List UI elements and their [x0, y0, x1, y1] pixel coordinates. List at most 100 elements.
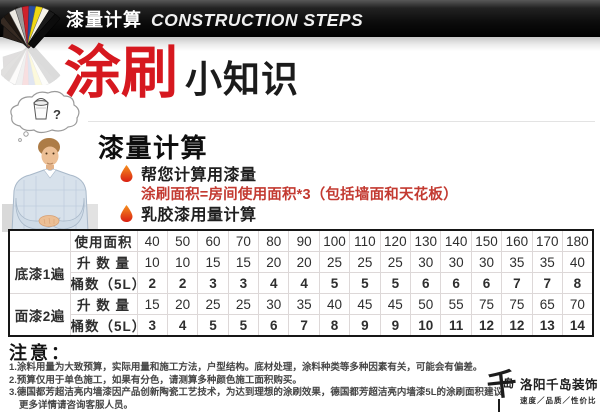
chair-left: [2, 204, 13, 232]
bullet-item-1: 帮您计算用漆量: [120, 161, 257, 185]
page-title-black: 小知识: [185, 59, 299, 100]
buckets-value-cell: 7: [288, 314, 320, 337]
buckets-value-cell: 5: [379, 272, 412, 294]
liters-value-cell: 25: [227, 293, 260, 315]
liters-value-cell: 70: [561, 293, 594, 315]
liters-label-cell: 升 数 量: [69, 293, 138, 315]
header-reflection-strip: [0, 37, 600, 51]
area-value-cell: 100: [318, 229, 351, 252]
area-header-cell: 使用面积: [69, 229, 138, 252]
area-value-cell: 40: [136, 229, 168, 252]
area-value-cell: 130: [410, 229, 442, 252]
page-title: 涂刷 小知识: [64, 41, 299, 105]
buckets-value-cell: 3: [197, 272, 229, 294]
buckets-value-cell: 2: [136, 272, 168, 294]
liters-label-cell: 升 数 量: [69, 251, 138, 273]
paint-formula-text: 涂刷面积=房间使用面积*3（包括墙面和天花板）: [141, 187, 458, 203]
liters-value-cell: 45: [349, 293, 381, 315]
liters-value-cell: 20: [258, 251, 290, 273]
buckets-value-cell: 6: [440, 272, 472, 294]
liters-value-cell: 10: [136, 251, 168, 273]
bullet-2-label: 乳胶漆用量计算: [141, 207, 257, 224]
droplet-icon: [120, 204, 133, 222]
area-value-cell: 50: [166, 229, 199, 252]
table-row: 底漆1遍升 数 量 10 10 15 15 20 20 25 25 25 30 30 30 35 35 40: [8, 251, 594, 294]
liters-value-cell: 25: [318, 251, 351, 273]
droplet-icon: [120, 164, 133, 182]
area-value-cell: 150: [470, 229, 503, 252]
buckets-value-cell: 6: [410, 272, 442, 294]
person-illustration: ?: [2, 90, 98, 232]
notes-heading: 注意：: [9, 343, 72, 363]
area-value-cell: 180: [561, 229, 594, 252]
liters-value-cell: 15: [227, 251, 260, 273]
paint-bucket-icon: [33, 98, 49, 120]
buckets-value-cell: 9: [349, 314, 381, 337]
liters-value-cell: 35: [501, 251, 533, 273]
company-watermark: 千 岛 洛阳千岛装饰 速度／品质／性价比: [485, 367, 598, 413]
header-title: 漆量计算 CONSTRUCTION STEPS: [66, 6, 363, 32]
area-value-cell: 80: [258, 229, 290, 252]
company-name: 洛阳千岛装饰: [519, 377, 598, 392]
table-row: 使用面积 40 50 60 70 80 90 100 110 120 130 140 150 160 170…: [8, 229, 594, 252]
page-title-red: 涂刷: [64, 41, 178, 105]
liters-value-cell: 35: [531, 251, 563, 273]
buckets-value-cell: 4: [166, 314, 199, 337]
buckets-value-cell: 4: [258, 272, 290, 294]
chair-right: [87, 204, 98, 232]
liters-value-cell: 30: [440, 251, 472, 273]
buckets-value-cell: 9: [379, 314, 412, 337]
table-corner-cell: [8, 229, 71, 252]
liters-value-cell: 75: [470, 293, 503, 315]
notes-list: 1.涂料用量为大致预算，实际用量和施工方法，户型结构。底材处理，涂料种类等多种因…: [9, 362, 503, 412]
liters-value-cell: 15: [136, 293, 168, 315]
liters-value-cell: 25: [197, 293, 229, 315]
person-figure: [11, 138, 89, 232]
buckets-value-cell: 5: [197, 314, 229, 337]
buckets-value-cell: 7: [501, 272, 533, 294]
group-label-cell: 面漆2遍: [8, 293, 71, 337]
seal-stroke: [498, 399, 500, 412]
buckets-label-cell: 桶数（5L）: [69, 314, 138, 337]
liters-value-cell: 35: [288, 293, 320, 315]
buckets-value-cell: 11: [440, 314, 472, 337]
table-row: 面漆2遍升 数 量 15 20 25 25 30 35 40 45 45 50 55 75 75 65 70: [8, 293, 594, 337]
paint-quantity-table: 使用面积 40 50 60 70 80 90 100 110 120 130 140 150 160 170…: [8, 229, 594, 337]
buckets-value-cell: 6: [258, 314, 290, 337]
buckets-value-cell: 7: [531, 272, 563, 294]
header-title-en: CONSTRUCTION STEPS: [151, 9, 364, 30]
area-value-cell: 120: [379, 229, 412, 252]
liters-value-cell: 75: [501, 293, 533, 315]
buckets-value-cell: 4: [288, 272, 320, 294]
color-fan-logo-icon: [1, 5, 61, 85]
liters-value-cell: 20: [288, 251, 320, 273]
note-line-1: 1.涂料用量为大致预算，实际用量和施工方法，户型结构。底材处理，涂料种类等多种因…: [9, 362, 483, 373]
liters-value-cell: 40: [318, 293, 351, 315]
liters-value-cell: 55: [440, 293, 472, 315]
note-line-4: 更多详情请咨询客服人员。: [19, 399, 134, 411]
buckets-label-cell: 桶数（5L）: [69, 272, 138, 294]
liters-value-cell: 25: [349, 251, 381, 273]
buckets-value-cell: 12: [501, 314, 533, 337]
area-value-cell: 60: [197, 229, 229, 252]
liters-value-cell: 50: [410, 293, 442, 315]
liters-value-cell: 15: [197, 251, 229, 273]
company-seal-icon: 千 岛: [485, 367, 519, 413]
buckets-value-cell: 5: [227, 314, 260, 337]
liters-value-cell: 10: [166, 251, 199, 273]
header-title-cn: 漆量计算: [66, 9, 142, 30]
area-value-cell: 110: [349, 229, 381, 252]
liters-value-cell: 65: [531, 293, 563, 315]
buckets-value-cell: 8: [561, 272, 594, 294]
buckets-value-cell: 5: [318, 272, 351, 294]
buckets-value-cell: 6: [470, 272, 503, 294]
note-line-2: 2.预算仅用于单色施工，如果有分色，请测算多种颜色施工面积购买。: [9, 374, 302, 386]
area-value-cell: 170: [531, 229, 563, 252]
liters-value-cell: 25: [379, 251, 412, 273]
company-text-block: 洛阳千岛装饰 速度／品质／性价比: [520, 371, 598, 406]
area-value-cell: 140: [440, 229, 472, 252]
liters-value-cell: 30: [410, 251, 442, 273]
